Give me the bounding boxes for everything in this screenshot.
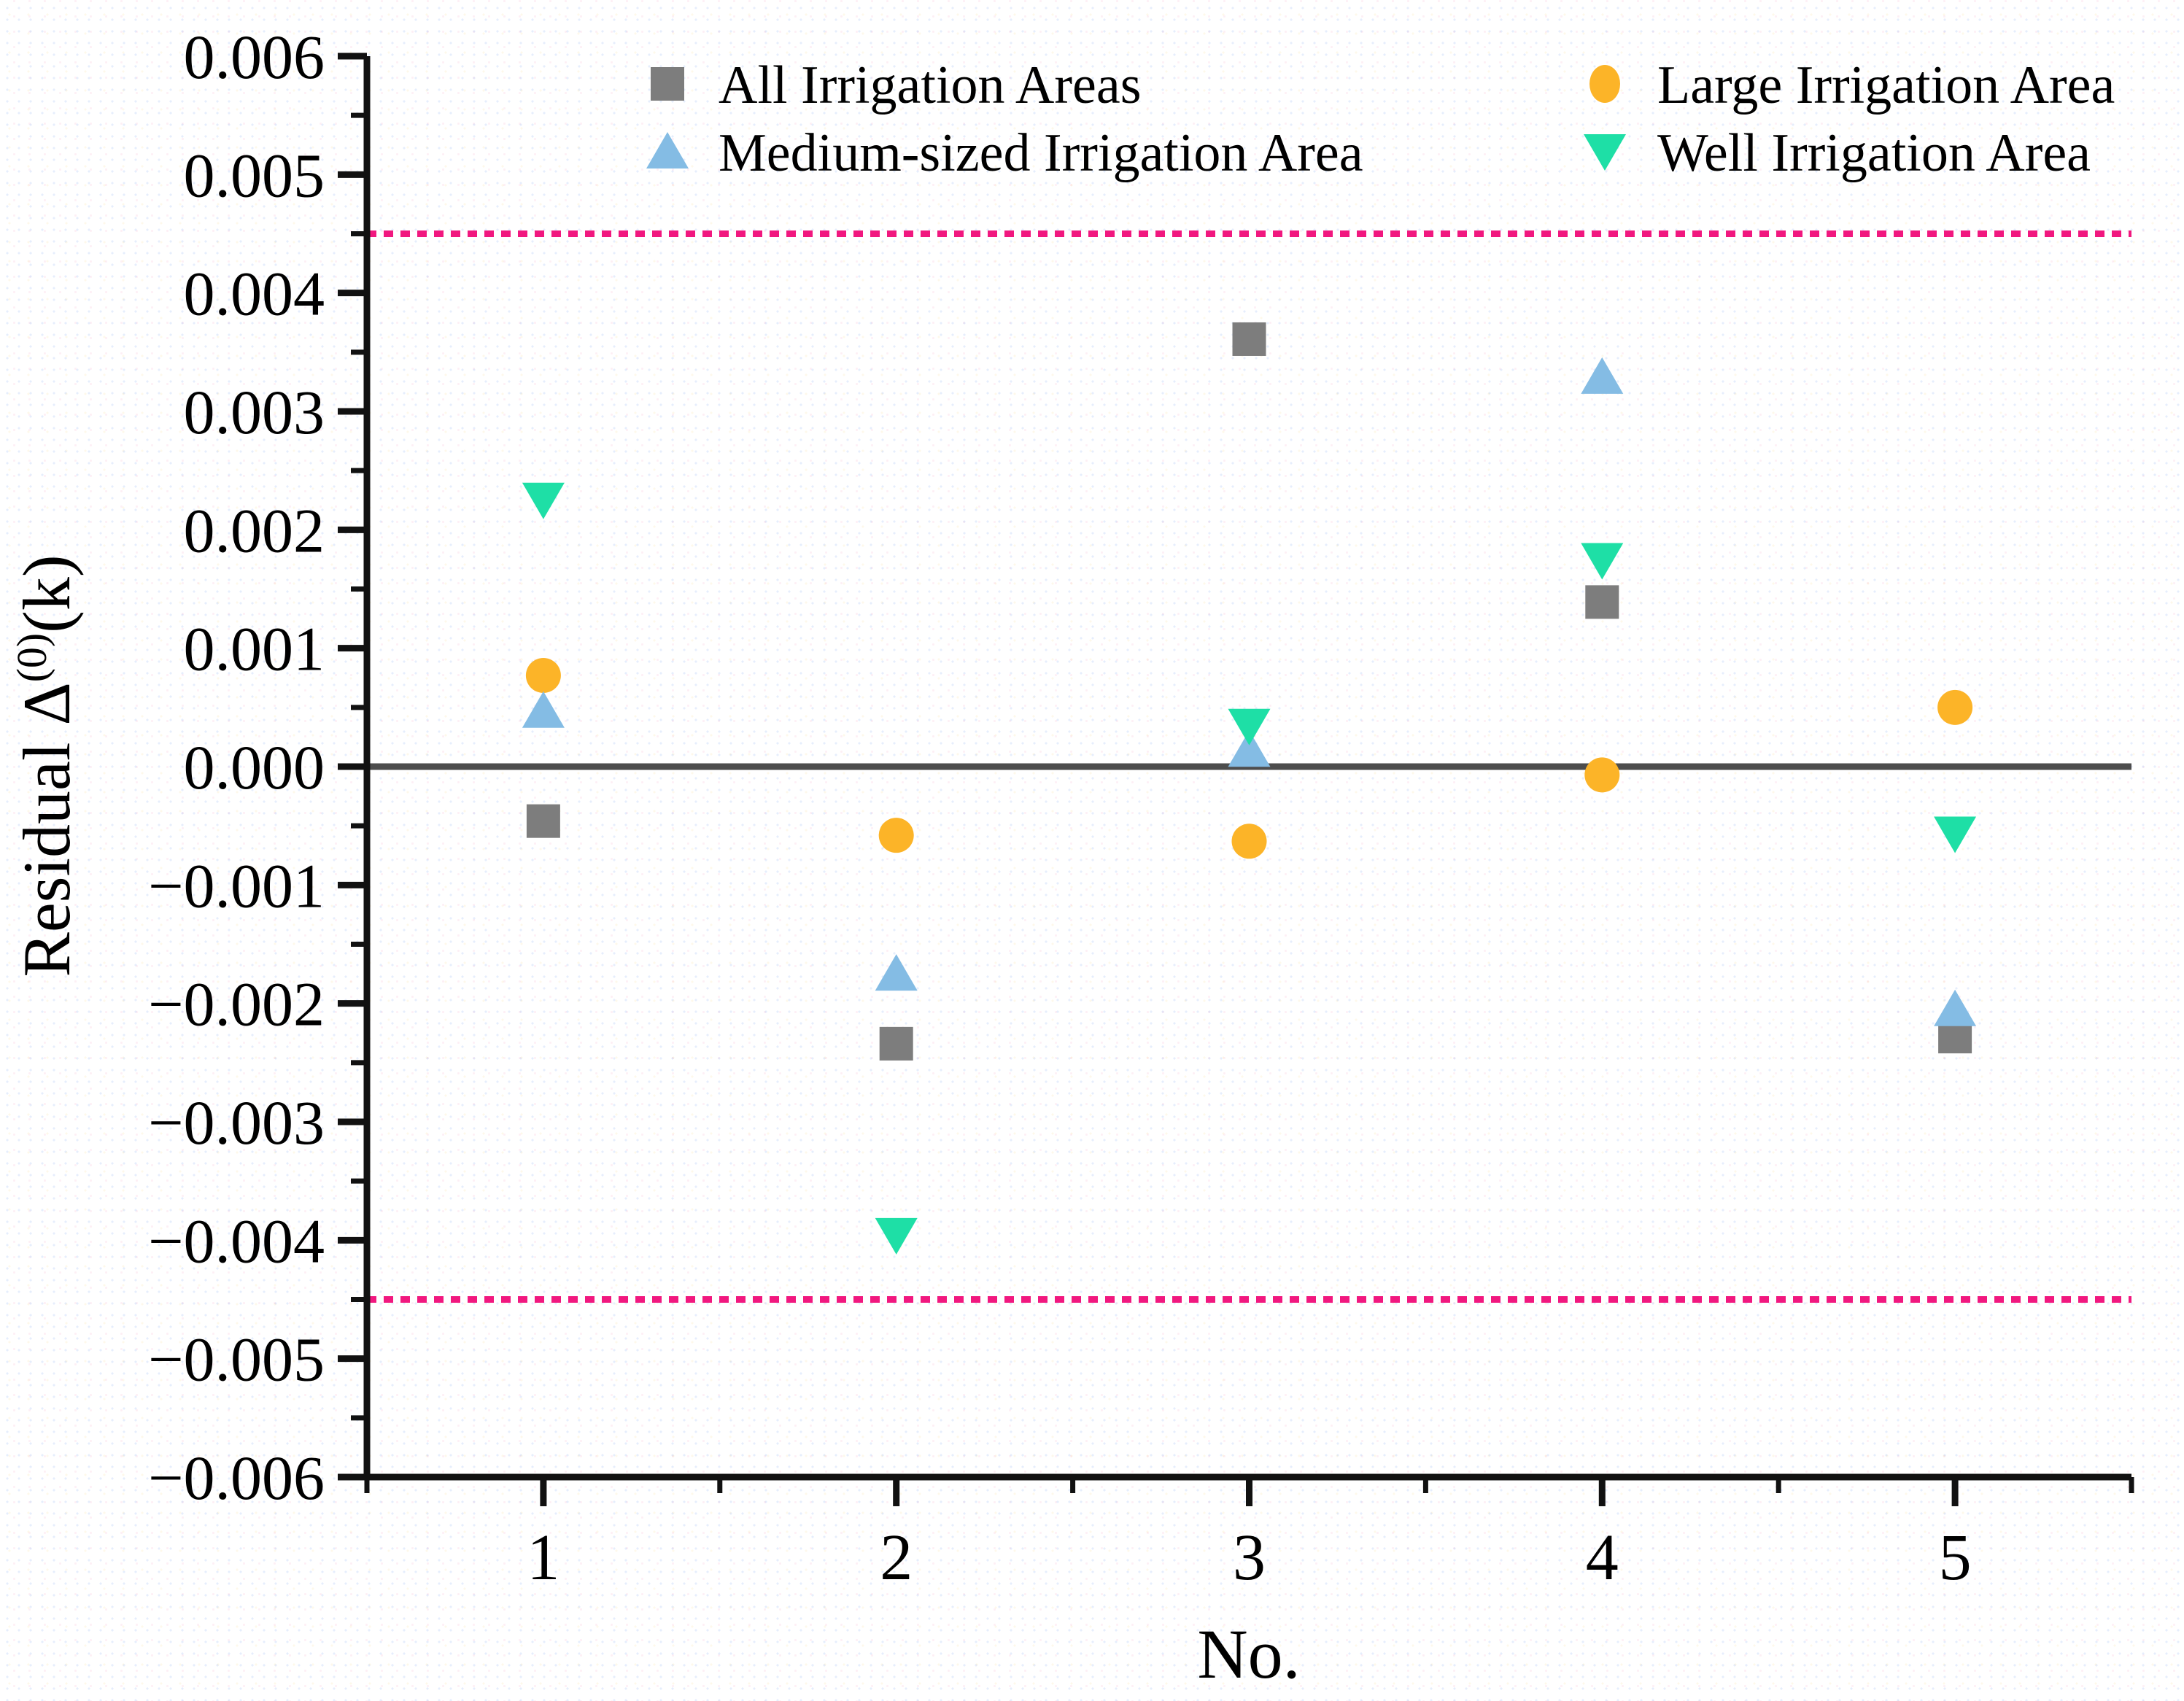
series-medium-sized-irrigation-area (522, 357, 1977, 1026)
data-point (1231, 824, 1267, 859)
x-tick-label: 4 (1586, 1522, 1619, 1594)
data-point (525, 658, 561, 694)
data-point (1585, 585, 1619, 619)
data-point (1584, 757, 1620, 793)
x-axis-title: No. (1197, 1615, 1300, 1693)
y-tick-label: 0.000 (184, 732, 325, 802)
y-axis-title-base: Residual Δ (9, 682, 84, 977)
legend-label: All Irrigation Areas (719, 55, 1142, 115)
data-point (879, 1026, 913, 1061)
data-point (526, 804, 560, 838)
legend-item-all-irrigation-areas: All Irrigation Areas (651, 55, 1142, 115)
chart-generated-content: 0.006 0.005 0.004 0.003 0.002 0.001 0.000 −0.00… (148, 22, 2134, 1594)
data-point (1581, 543, 1624, 580)
y-tick-label: −0.002 (148, 969, 325, 1039)
x-tick-label: 2 (880, 1522, 913, 1594)
data-point (522, 691, 565, 728)
y-tick-label: −0.005 (148, 1325, 325, 1395)
legend: All Irrigation Areas Large Irrigation Are… (646, 55, 2115, 183)
y-axis-title-suffix: (k) (9, 554, 84, 632)
data-point (875, 954, 918, 991)
data-point (1232, 322, 1266, 356)
y-tick-label: 0.002 (184, 495, 325, 565)
y-tick-label: 0.001 (184, 614, 325, 684)
y-tick-label: 0.006 (184, 22, 325, 92)
square-legend-marker-icon (651, 67, 684, 101)
y-axis-title-superscript: (0) (8, 633, 55, 683)
y-axis-title: Residual Δ(0)(k) (8, 554, 84, 977)
data-point (1228, 730, 1271, 767)
data-point (1937, 689, 1973, 725)
legend-label: Well Irrigation Area (1657, 123, 2091, 183)
data-point (1934, 816, 1977, 853)
triangle-up-legend-marker-icon (646, 132, 689, 168)
x-axis: 1 2 3 4 5 (364, 1477, 2134, 1594)
y-axis: 0.006 0.005 0.004 0.003 0.002 0.001 0.000 −0.00… (148, 22, 367, 1513)
series-all-irrigation-areas (526, 322, 1972, 1061)
data-point (1581, 357, 1624, 394)
data-point (875, 1217, 918, 1255)
x-tick-label: 5 (1939, 1522, 1972, 1594)
series-well-irrigation-area (522, 482, 1977, 1255)
data-point (1228, 708, 1271, 745)
y-tick-label: −0.001 (148, 850, 325, 921)
y-tick-label: −0.003 (148, 1088, 325, 1158)
x-tick-label: 1 (527, 1522, 559, 1594)
data-point (522, 482, 565, 519)
y-tick-label: 0.005 (184, 140, 325, 210)
y-tick-label: −0.004 (148, 1206, 325, 1276)
y-tick-label: −0.006 (148, 1443, 325, 1513)
x-tick-label: 3 (1233, 1522, 1266, 1594)
y-tick-label: 0.003 (184, 377, 325, 447)
legend-item-large-irrigation-area: Large Irrigation Area (1589, 55, 2115, 115)
circle-legend-marker-icon (1589, 65, 1620, 103)
series-large-irrigation-area (525, 658, 1973, 859)
y-tick-label: 0.004 (184, 259, 325, 329)
legend-label: Medium-sized Irrigation Area (719, 123, 1363, 183)
data-point (878, 818, 914, 853)
legend-label: Large Irrigation Area (1657, 55, 2115, 115)
legend-item-medium-sized-irrigation-area: Medium-sized Irrigation Area (646, 123, 1363, 183)
data-point (1934, 989, 1977, 1026)
legend-item-well-irrigation-area: Well Irrigation Area (1584, 123, 2091, 183)
triangle-down-legend-marker-icon (1584, 134, 1626, 171)
